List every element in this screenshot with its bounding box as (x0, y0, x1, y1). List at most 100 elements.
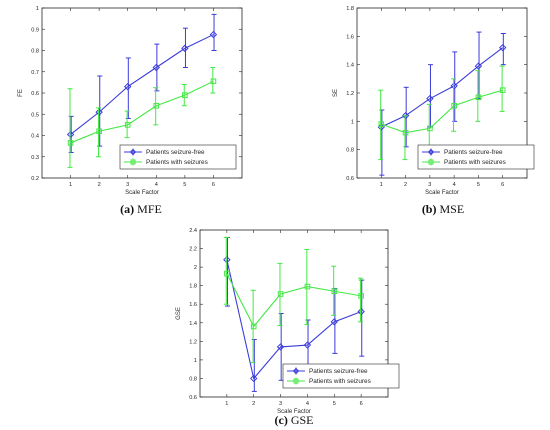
legend-label: Patients seizure-free (309, 368, 368, 375)
square-marker (331, 288, 338, 295)
series-line (226, 273, 362, 328)
y-tick-label: 0.6 (31, 91, 39, 97)
x-tick-label: 3 (126, 182, 129, 188)
legend-marker (129, 148, 137, 156)
series-line (70, 34, 214, 135)
legend-marker (428, 159, 434, 165)
legend-box (282, 363, 400, 389)
legend-marker (292, 367, 300, 375)
legend-box (417, 144, 535, 170)
legend-label: Patients with seizures (146, 159, 208, 166)
x-tick-label: 2 (252, 401, 255, 407)
square-marker (67, 140, 74, 146)
x-tick-label: 3 (279, 401, 282, 407)
square-marker (182, 92, 188, 98)
series-2 (67, 67, 217, 168)
square-marker (210, 78, 217, 85)
legend-label: Patients seizure-free (146, 149, 205, 156)
series-line (70, 80, 214, 144)
square-marker (358, 293, 364, 299)
y-tick-label: 1.2 (346, 91, 354, 97)
square-marker (499, 87, 506, 93)
legend-marker (293, 378, 299, 384)
x-axis-label: Scale Factor (425, 190, 459, 196)
diamond-marker (276, 343, 285, 351)
legend-marker (130, 159, 136, 165)
caption-letter: (a) (120, 202, 134, 216)
square-marker (378, 121, 385, 127)
x-tick-label: 2 (98, 182, 101, 188)
series-1 (66, 13, 218, 153)
x-axis-label: Scale Factor (125, 190, 159, 196)
series-2 (223, 236, 364, 364)
y-tick-label: 1.4 (189, 321, 197, 327)
diamond-marker (152, 63, 160, 72)
caption-letter: (c) (275, 413, 288, 427)
chart-2: 0.6 0.8 1 1.2 1.4 1.6 1.8 1 2 3 4 5 6 Scale Factor SE P… (333, 6, 535, 216)
caption-title: MFE (134, 202, 162, 216)
y-tick-label: 1.6 (189, 302, 197, 308)
diamond-marker (426, 94, 434, 103)
diamond-marker (357, 307, 365, 316)
y-tick-label: 1 (194, 358, 197, 364)
x-tick-label: 5 (333, 401, 336, 407)
caption-title: MSE (436, 202, 464, 216)
legend: Patients seizure-free Patients with seizu… (119, 144, 237, 170)
square-marker (124, 122, 131, 128)
diamond-marker (303, 341, 312, 349)
y-tick-label: 1 (36, 6, 39, 12)
diamond-marker (474, 62, 483, 70)
legend-label: Patients with seizures (309, 378, 371, 385)
diamond-marker (124, 82, 132, 91)
series-1 (377, 31, 507, 176)
legend-label: Patients with seizures (444, 159, 506, 166)
y-tick-label: 1 (351, 119, 354, 125)
y-tick-label: 0.4 (31, 134, 39, 140)
x-tick-label: 6 (360, 401, 363, 407)
diamond-marker (181, 44, 189, 53)
x-tick-label: 5 (183, 182, 186, 188)
chart-3: 0.6 0.8 1 1.2 1.4 1.6 1.8 2 2.2 2.4 1 2 3 4 5 6 Scale Fa… (176, 228, 400, 427)
square-marker (224, 270, 230, 277)
y-tick-label: 1.8 (189, 284, 197, 290)
square-marker (304, 283, 311, 290)
x-tick-label: 1 (69, 182, 72, 188)
y-tick-label: 2 (194, 265, 197, 271)
x-tick-label: 5 (477, 182, 480, 188)
y-tick-label: 0.8 (346, 148, 354, 154)
x-tick-label: 4 (155, 182, 158, 188)
y-tick-label: 0.6 (189, 395, 197, 401)
square-marker (250, 323, 257, 330)
x-tick-label: 2 (404, 182, 407, 188)
y-tick-label: 0.3 (31, 155, 39, 161)
diamond-marker (499, 43, 507, 52)
diamond-marker (330, 318, 338, 326)
series-line (381, 89, 503, 134)
y-tick-label: 0.8 (189, 376, 197, 382)
series-line (226, 259, 362, 380)
diamond-marker (250, 374, 258, 383)
x-tick-label: 3 (428, 182, 431, 188)
x-tick-label: 6 (212, 182, 215, 188)
y-tick-label: 1.2 (189, 339, 197, 345)
x-tick-label: 1 (380, 182, 383, 188)
caption-letter: (b) (422, 202, 437, 216)
y-tick-label: 1.8 (346, 6, 354, 12)
chart-1: 0.2 0.3 0.4 0.5 0.6 0.7 0.8 0.9 1 1 2 3 4 5 6 Scale Fac… (18, 6, 243, 216)
diamond-marker (223, 255, 231, 264)
y-tick-label: 2.2 (189, 247, 197, 253)
diamond-marker (66, 130, 75, 139)
diamond-marker (450, 82, 458, 90)
square-marker (96, 128, 102, 135)
square-marker (402, 129, 409, 136)
square-marker (451, 102, 457, 109)
legend-box (119, 144, 237, 170)
x-tick-label: 1 (225, 401, 228, 407)
series-2 (378, 65, 506, 161)
legend: Patients seizure-free Patients with seizu… (417, 144, 535, 170)
y-tick-label: 0.9 (31, 27, 39, 33)
caption-title: GSE (288, 413, 314, 427)
y-tick-label: 1.6 (346, 34, 354, 40)
square-marker (427, 125, 433, 132)
x-tick-label: 4 (453, 182, 456, 188)
